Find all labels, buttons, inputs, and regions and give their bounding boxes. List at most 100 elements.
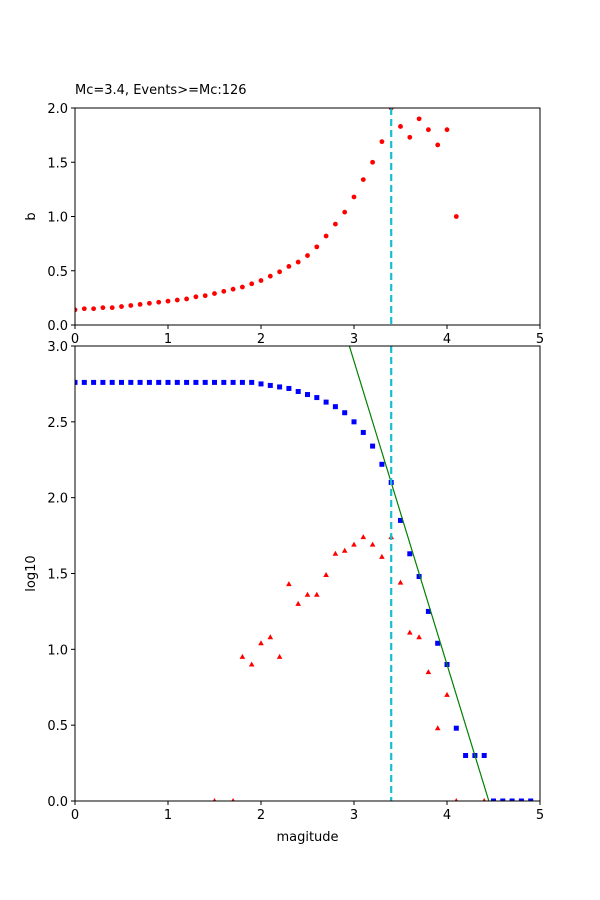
point xyxy=(239,379,245,385)
point xyxy=(100,305,106,311)
y-tick-label: 0.5 xyxy=(47,719,68,734)
point xyxy=(174,297,180,303)
point xyxy=(333,221,338,227)
point xyxy=(146,379,152,385)
point xyxy=(128,303,134,308)
point xyxy=(165,379,171,385)
point xyxy=(444,127,450,133)
point xyxy=(295,259,301,265)
x-tick-label: 4 xyxy=(443,808,451,823)
point xyxy=(81,379,87,385)
point xyxy=(425,669,432,675)
point xyxy=(397,579,404,585)
chart-title: Mc=3.4, Events>=Mc:126 xyxy=(75,83,247,98)
point xyxy=(193,379,199,385)
point xyxy=(202,379,208,385)
plot-layer xyxy=(75,108,459,313)
y-axis-label: log10 xyxy=(24,555,39,591)
y-tick-label: 1.5 xyxy=(47,156,68,171)
point xyxy=(454,798,458,801)
point xyxy=(341,547,348,553)
point xyxy=(314,395,320,401)
point xyxy=(119,304,124,309)
point xyxy=(360,177,366,183)
x-tick-label: 3 xyxy=(350,808,358,823)
plot-area xyxy=(75,108,540,325)
point xyxy=(286,385,292,391)
point xyxy=(342,410,348,416)
point xyxy=(360,534,367,540)
x-axis-label: magitude xyxy=(276,830,338,845)
point xyxy=(81,306,87,312)
x-tick-label: 2 xyxy=(257,808,265,823)
point xyxy=(221,288,227,294)
point xyxy=(75,307,78,313)
x-tick-label: 4 xyxy=(443,332,451,347)
y-tick-label: 3.0 xyxy=(47,340,68,355)
point xyxy=(258,278,264,283)
y-tick-label: 0.0 xyxy=(47,319,68,334)
point xyxy=(435,640,441,646)
point xyxy=(286,581,292,587)
y-tick-label: 1.0 xyxy=(47,211,68,226)
point xyxy=(174,379,180,385)
point xyxy=(109,305,115,311)
point xyxy=(156,299,162,305)
point xyxy=(370,159,375,165)
point xyxy=(230,379,236,385)
x-tick-label: 0 xyxy=(71,808,79,823)
point xyxy=(249,281,255,287)
point xyxy=(137,379,143,385)
y-tick-label: 2.0 xyxy=(47,102,68,117)
point xyxy=(221,379,227,385)
point xyxy=(249,379,255,385)
point xyxy=(239,653,246,659)
point xyxy=(416,634,422,640)
point xyxy=(426,127,431,133)
point xyxy=(509,798,515,801)
y-tick-label: 0.0 xyxy=(47,795,68,810)
point xyxy=(212,291,217,296)
point xyxy=(379,139,385,145)
point xyxy=(286,264,292,269)
point xyxy=(212,798,217,801)
point xyxy=(267,382,273,388)
x-tick-label: 5 xyxy=(536,332,544,347)
point xyxy=(425,608,431,614)
point xyxy=(277,269,282,275)
point xyxy=(416,116,422,122)
y-tick-label: 2.5 xyxy=(47,416,68,431)
point xyxy=(202,293,208,299)
point xyxy=(323,399,329,405)
point xyxy=(314,591,320,597)
point xyxy=(528,798,534,801)
y-tick-label: 1.5 xyxy=(47,568,68,583)
point xyxy=(75,379,78,385)
point xyxy=(109,379,115,385)
point xyxy=(156,379,162,385)
point xyxy=(434,725,441,731)
point xyxy=(351,194,357,200)
point xyxy=(332,550,339,556)
point xyxy=(240,284,245,290)
point xyxy=(248,661,255,667)
point xyxy=(258,640,264,646)
point xyxy=(193,294,199,300)
point xyxy=(304,591,311,597)
point xyxy=(360,429,366,435)
point xyxy=(91,379,97,385)
point xyxy=(91,306,96,312)
point xyxy=(379,461,385,467)
point xyxy=(267,634,274,640)
point xyxy=(444,691,450,697)
point xyxy=(137,301,143,307)
point xyxy=(416,574,422,580)
point xyxy=(398,124,403,129)
fit-line xyxy=(348,346,490,801)
x-tick-label: 2 xyxy=(257,332,265,347)
plot-area xyxy=(75,346,540,801)
point xyxy=(323,572,329,578)
x-tick-label: 1 xyxy=(164,808,172,823)
point xyxy=(342,209,348,215)
point xyxy=(184,379,190,385)
